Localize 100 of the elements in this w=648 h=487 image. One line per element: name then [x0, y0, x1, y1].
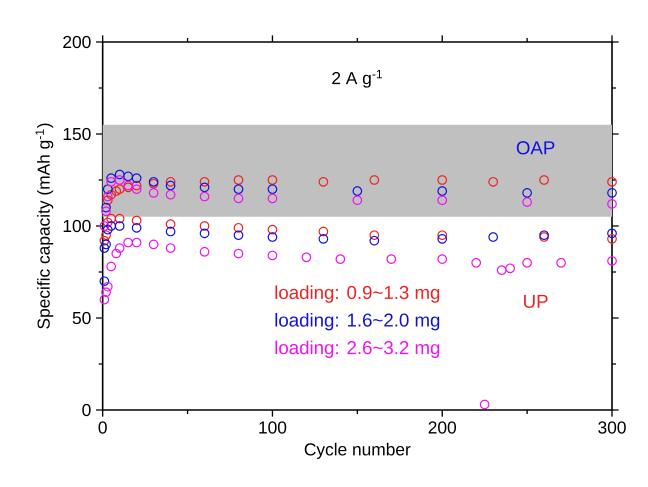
point [148, 240, 158, 250]
point [386, 254, 396, 264]
point [106, 221, 116, 231]
point [166, 226, 176, 236]
point [352, 195, 362, 206]
y-axis-title: Specific capacity (mAh g$^{-1}$) [35, 124, 54, 329]
point [102, 184, 113, 194]
point [114, 175, 125, 185]
point [166, 180, 176, 190]
point [100, 294, 110, 304]
text: 2 A g$^{-1}$ [332, 70, 382, 88]
point [106, 190, 116, 200]
point [101, 287, 111, 298]
point [539, 175, 549, 185]
point [268, 194, 278, 204]
point [480, 400, 490, 410]
annotation: UP [524, 294, 548, 308]
point [268, 175, 278, 185]
point [505, 263, 516, 274]
point [200, 192, 210, 202]
point [522, 258, 532, 268]
point [100, 221, 110, 231]
text: loading: 0.9~1.3 mg [275, 285, 440, 303]
y-tick-label: 0 [82, 404, 91, 416]
point [607, 234, 617, 244]
point [106, 262, 116, 272]
text: loading: 2.6~3.2 mg [275, 340, 440, 358]
point [100, 276, 110, 286]
point [200, 246, 210, 257]
point [369, 175, 380, 185]
point [234, 184, 244, 194]
point [102, 192, 113, 202]
point [123, 171, 134, 182]
x-tick-label: 0 [98, 421, 107, 434]
y-tick-label: 100 [64, 220, 91, 232]
point [318, 226, 328, 236]
point [268, 224, 278, 235]
point [488, 232, 498, 242]
point [114, 221, 125, 231]
y-tick-label: 200 [63, 36, 91, 48]
point [100, 243, 110, 253]
point [437, 230, 448, 240]
point [102, 282, 113, 292]
point [114, 184, 125, 194]
point [102, 195, 113, 206]
point [268, 184, 278, 194]
point [607, 228, 617, 238]
point [166, 176, 176, 187]
point [101, 202, 111, 212]
point [352, 186, 362, 196]
point [496, 265, 507, 276]
point [101, 230, 111, 240]
point [234, 175, 244, 185]
text: loading: 1.6~2.0 mg [275, 312, 440, 330]
point [101, 206, 111, 216]
point [200, 176, 210, 187]
point [437, 254, 448, 264]
point [123, 238, 134, 248]
point [106, 173, 116, 184]
x-tick-label: 100 [259, 421, 286, 434]
point [132, 216, 142, 226]
point [148, 188, 158, 198]
point [200, 182, 210, 192]
point [166, 190, 176, 200]
y-tick-label: 50 [72, 312, 91, 324]
point [369, 230, 380, 240]
point [302, 252, 312, 262]
point [102, 224, 113, 235]
point [132, 173, 142, 184]
point [471, 258, 482, 268]
point [268, 232, 278, 242]
point [522, 197, 532, 207]
point [234, 248, 244, 258]
point [200, 228, 210, 238]
point [132, 222, 142, 233]
point [556, 258, 566, 268]
band-label: OAP [516, 141, 554, 154]
point [132, 184, 142, 194]
point [437, 234, 448, 244]
point [488, 176, 498, 187]
x-tick-label: 200 [428, 421, 456, 434]
point [132, 180, 142, 190]
point [166, 219, 176, 230]
point [318, 176, 328, 187]
point [437, 175, 448, 185]
point [369, 236, 380, 246]
x-tick-label: 300 [598, 421, 626, 434]
point [100, 236, 110, 246]
point [437, 186, 448, 196]
point [234, 230, 244, 240]
point [114, 243, 125, 253]
x-axis-title: Cycle number [304, 442, 410, 459]
point [318, 234, 328, 244]
point [106, 176, 116, 187]
point [522, 188, 532, 198]
y-tick-label: 150 [64, 128, 91, 140]
point [234, 194, 244, 204]
point [200, 221, 210, 231]
point [111, 248, 122, 258]
point [114, 170, 125, 180]
